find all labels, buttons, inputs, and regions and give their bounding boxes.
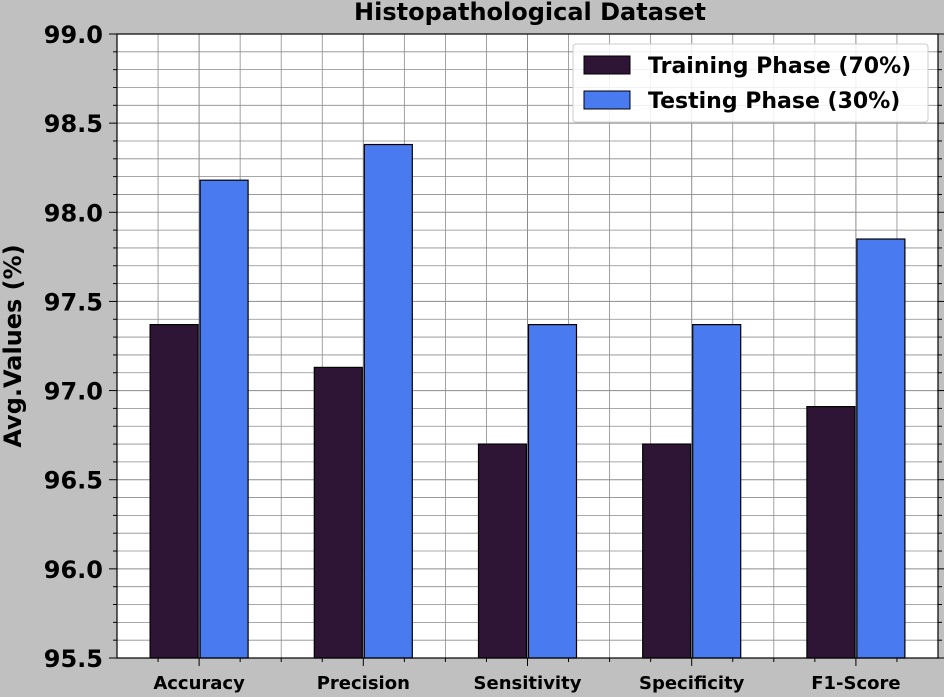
bar-testing-precision: [363, 143, 413, 659]
y-tick-label: 96.5: [44, 467, 103, 495]
legend-label-training: Training Phase (70%): [648, 54, 911, 79]
bar-training-sensitivity: [477, 443, 528, 659]
bar-testing-specificity: [692, 324, 742, 659]
axis-labels: 95.5 96.0 96.5 97.0 97.5 98.0 98.5 99.0 Accuracy…: [44, 21, 901, 694]
bar-testing-sensitivity: [527, 324, 578, 659]
y-tick-label: 99.0: [44, 21, 103, 49]
bar-training-precision: [313, 366, 363, 659]
axis-ticks: [109, 33, 944, 666]
x-tick-label: Specificity: [639, 673, 745, 693]
y-tick-label: 98.0: [44, 199, 103, 227]
bar-training-specificity: [642, 443, 692, 659]
legend: Training Phase (70%) Testing Phase (30%): [572, 43, 929, 123]
legend-box: [572, 43, 929, 123]
y-tick-label: 97.5: [44, 288, 103, 316]
chart-title: Histopathological Dataset: [354, 0, 706, 26]
y-tick-label: 98.5: [44, 110, 103, 138]
bar-testing-f1-score: [856, 238, 906, 659]
bar-testing-accuracy: [199, 179, 249, 659]
y-axis-title: Avg.Values (%): [0, 244, 27, 447]
legend-label-testing: Testing Phase (30%): [648, 89, 900, 114]
y-tick-label: 97.0: [44, 378, 103, 406]
x-tick-label: Accuracy: [153, 673, 245, 693]
x-tick-label: Precision: [317, 673, 410, 693]
x-tick-label: Sensitivity: [474, 673, 582, 693]
bar-training-accuracy: [149, 324, 199, 659]
legend-swatch-training: [583, 55, 631, 75]
y-tick-label: 95.5: [44, 645, 103, 673]
bar-training-f1-score: [806, 406, 856, 659]
x-tick-label: F1-Score: [811, 673, 900, 693]
legend-swatch-testing: [583, 90, 631, 110]
bars: [149, 143, 906, 659]
y-tick-label: 96.0: [44, 556, 103, 584]
